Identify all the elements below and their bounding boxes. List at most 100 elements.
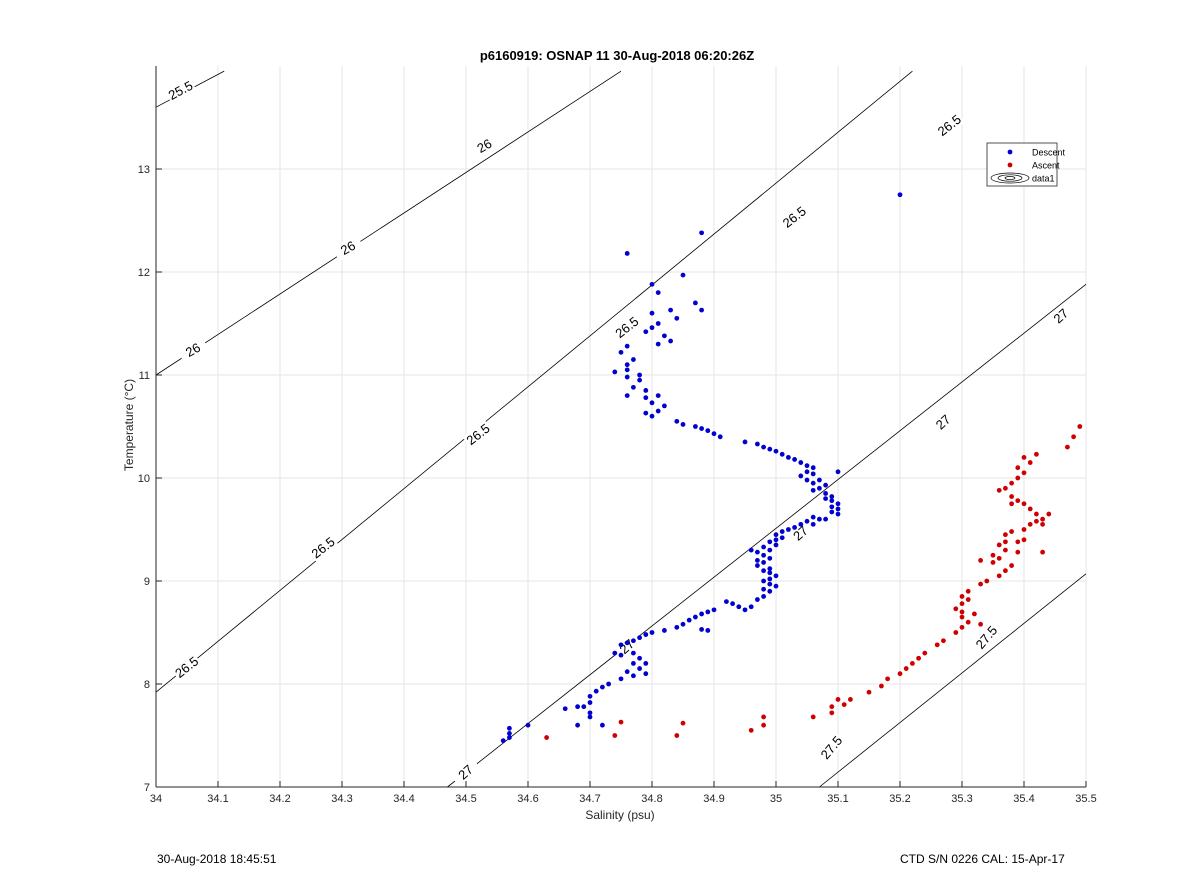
contour-label-group: 27 xyxy=(450,757,482,788)
contour-label-group: 26.5 xyxy=(462,419,494,449)
x-tick-label: 35.2 xyxy=(889,793,910,805)
contour-label-background xyxy=(332,234,364,262)
descent-point xyxy=(525,722,531,728)
descent-point xyxy=(767,446,773,452)
descent-point xyxy=(792,525,797,530)
y-tick-label: 7 xyxy=(144,782,150,794)
contour-label-background xyxy=(462,419,494,449)
ascent-point xyxy=(1034,518,1039,524)
descent-point xyxy=(618,652,624,658)
x-tick-label: 34.2 xyxy=(269,793,290,805)
ascent-point xyxy=(1015,465,1021,471)
legend-label: Ascent xyxy=(1032,161,1060,171)
ascent-point xyxy=(1065,444,1070,450)
descent-point xyxy=(643,395,649,401)
descent-point xyxy=(562,706,568,712)
ascent-point xyxy=(1021,527,1027,532)
descent-point xyxy=(618,349,624,355)
descent-point xyxy=(680,422,686,427)
descent-point xyxy=(593,688,599,694)
contour-label-background xyxy=(816,731,847,764)
descent-point xyxy=(655,290,661,295)
descent-point xyxy=(773,448,779,454)
ascent-point xyxy=(959,609,965,615)
descent-point xyxy=(742,439,748,445)
ascent-point xyxy=(1003,547,1008,553)
y-tick-label: 8 xyxy=(144,679,150,691)
descent-point xyxy=(705,609,711,615)
contour-label-group: 26 xyxy=(177,336,209,364)
descent-point xyxy=(600,684,605,690)
contour-label: 27.5 xyxy=(973,623,1001,652)
ascent-point xyxy=(618,719,624,725)
ascent-point xyxy=(1009,529,1014,534)
contour-line-27 xyxy=(447,284,1087,788)
contour-label-background xyxy=(171,652,203,682)
density-contours xyxy=(155,70,1087,788)
descent-point xyxy=(637,635,642,641)
descent-point xyxy=(643,661,649,666)
ascent-point xyxy=(1009,501,1014,507)
contour-label-group: 26 xyxy=(332,234,364,262)
contour-label-background xyxy=(778,202,810,232)
descent-point xyxy=(649,413,655,419)
descent-point xyxy=(655,393,661,398)
descent-point xyxy=(631,384,636,390)
ascent-point xyxy=(1015,549,1021,555)
ascent-point xyxy=(1021,537,1027,543)
contour-label-group: 27.5 xyxy=(816,731,847,764)
descent-point xyxy=(829,494,835,499)
descent-point xyxy=(761,586,766,592)
contour-label: 26 xyxy=(474,136,494,156)
y-tick-label: 10 xyxy=(138,473,150,485)
descent-point xyxy=(810,465,816,471)
ascent-point xyxy=(941,638,946,644)
descent-point xyxy=(810,514,816,520)
descent-point xyxy=(786,455,791,460)
x-tick-label: 34.9 xyxy=(703,793,724,805)
descent-point xyxy=(624,362,630,368)
descent-point xyxy=(810,480,816,486)
descent-point xyxy=(767,566,773,572)
descent-point xyxy=(624,640,630,646)
descent-point xyxy=(779,451,785,457)
legend-marker-contour-inner xyxy=(997,174,1023,182)
ascent-point xyxy=(959,614,965,620)
x-tick-label: 34 xyxy=(150,793,162,805)
ascent-point xyxy=(1015,498,1021,504)
descent-point xyxy=(631,638,636,644)
descent-point xyxy=(674,624,680,630)
descent-point xyxy=(507,725,512,731)
descent-point xyxy=(649,400,655,406)
descent-point xyxy=(761,560,766,565)
ascent-point xyxy=(959,601,965,607)
descent-point xyxy=(823,516,828,522)
chart-title: p6160919: OSNAP 11 30-Aug-2018 06:20:26Z xyxy=(480,48,754,63)
descent-point xyxy=(624,374,630,380)
descent-point xyxy=(587,714,593,720)
contour-label-background xyxy=(450,757,482,788)
descent-point xyxy=(817,485,822,491)
descent-point xyxy=(699,230,704,236)
descent-point xyxy=(773,573,779,579)
contour-label-group: 26.5 xyxy=(307,533,339,563)
contour-label-background xyxy=(927,407,959,437)
contour-label-background xyxy=(933,110,965,140)
ascent-point xyxy=(897,671,903,677)
grid-lines xyxy=(155,66,1087,788)
descent-point xyxy=(711,607,717,613)
descent-point xyxy=(500,738,506,744)
descent-point xyxy=(686,617,692,623)
ascent-point xyxy=(916,655,921,661)
descent-point xyxy=(643,632,649,637)
contour-label-group: 25.5 xyxy=(164,77,197,104)
descent-point xyxy=(804,518,810,524)
descent-point xyxy=(829,509,835,515)
descent-point xyxy=(637,372,642,378)
x-tick-label: 34.3 xyxy=(331,793,352,805)
descent-point xyxy=(680,621,686,627)
ascent-point xyxy=(1071,434,1076,440)
ascent-point xyxy=(1009,494,1014,499)
descent-point xyxy=(699,627,704,632)
legend-label: data1 xyxy=(1032,174,1055,184)
